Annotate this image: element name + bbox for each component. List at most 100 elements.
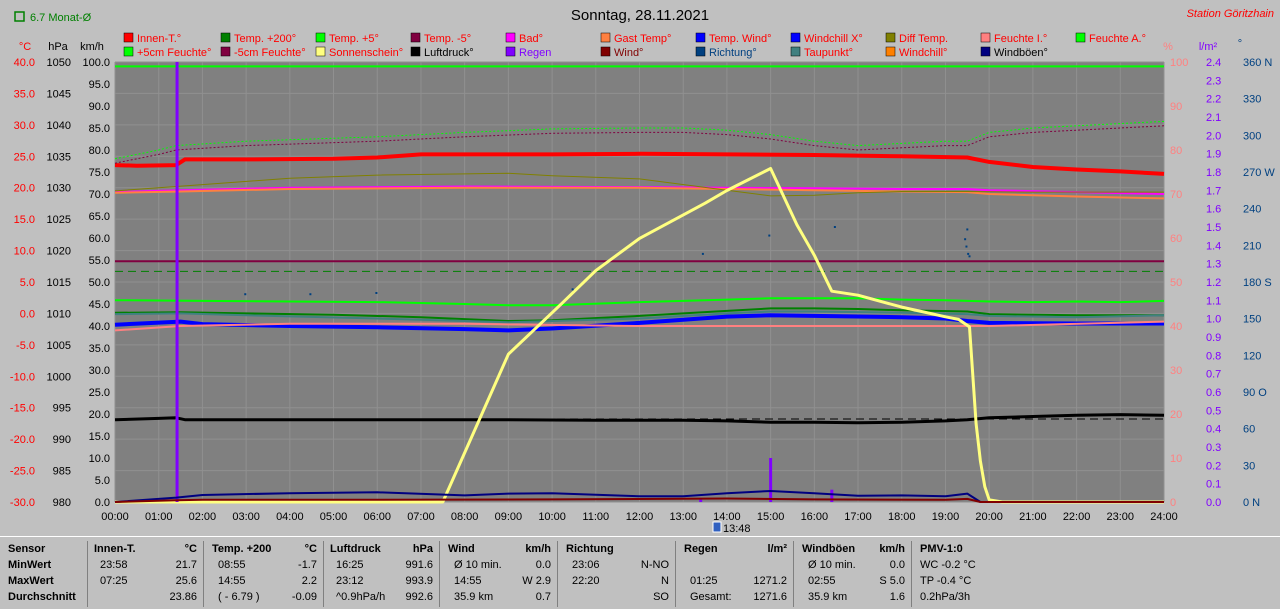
tick-label-percent: 10 <box>1170 453 1182 465</box>
tick-label-kmh: 40.0 <box>89 321 110 333</box>
summary-value: 0.7 <box>535 591 551 603</box>
tick-label-kmh: 5.0 <box>95 475 110 487</box>
x-tick-label: 01:00 <box>145 511 173 523</box>
summary-value: 23.86 <box>169 591 197 603</box>
summary-cell: 0.2hPa/3h <box>920 591 971 603</box>
tick-label-percent: 50 <box>1170 277 1182 289</box>
summary-title: Windböen <box>802 543 856 555</box>
tick-label-hpa: 1025 <box>47 214 71 226</box>
summary-value: 1271.6 <box>753 591 787 603</box>
summary-unit: km/h <box>525 543 551 555</box>
tick-label-rain: 0.1 <box>1206 479 1221 491</box>
legend-swatch <box>600 46 611 57</box>
unit-percent: % <box>1163 41 1173 53</box>
summary-cell: 23:06 <box>572 559 600 571</box>
summary-title: Luftdruck <box>330 543 381 555</box>
direction-point <box>375 292 378 294</box>
summary-unit: l/m² <box>767 543 787 555</box>
tick-label-percent: 30 <box>1170 365 1182 377</box>
tick-label-celsius: 35.0 <box>14 88 35 100</box>
summary-panel: Sensor MinWert MaxWert Durchschnitt Innen-T.… <box>0 536 1280 609</box>
tick-label-kmh: 80.0 <box>89 145 110 157</box>
tick-label-dir: 60 <box>1243 424 1255 436</box>
tick-label-hpa: 1045 <box>47 88 71 100</box>
direction-point <box>701 252 704 255</box>
x-tick-label: 05:00 <box>320 511 348 523</box>
summary-unit: km/h <box>879 543 905 555</box>
summary-cell: 14:55 <box>218 575 246 587</box>
summary-cell: TP -0.4 °C <box>920 575 972 587</box>
summary-block: Sensor MinWert MaxWert Durchschnitt <box>4 541 88 607</box>
x-tick-label: 15:00 <box>757 511 785 523</box>
station-name: Station Göritzhain <box>1187 8 1274 20</box>
tick-label-rain: 1.2 <box>1206 277 1221 289</box>
tick-label-rain: 0.2 <box>1206 460 1221 472</box>
tick-label-hpa: 1035 <box>47 151 71 163</box>
tick-label-celsius: -25.0 <box>10 466 35 478</box>
summary-cell: 08:55 <box>218 559 246 571</box>
summary-value: 991.6 <box>405 559 433 571</box>
unit-celsius: °C <box>19 41 31 53</box>
summary-block: Temp. +200 °C 08:55 -1.7 14:55 2.2 ( - 6.79 ) -… <box>208 541 324 607</box>
tick-label-celsius: 10.0 <box>14 246 35 258</box>
unit-hpa: hPa <box>48 41 68 53</box>
legend: Innen-T.° Temp. +200° Temp. +5° Temp. -5° Ba… <box>123 32 1146 59</box>
tick-label-rain: 0.3 <box>1206 442 1221 454</box>
x-tick-label: 13:00 <box>669 511 697 523</box>
monthly-avg-swatch <box>14 11 25 22</box>
legend-swatch <box>410 32 421 43</box>
tick-label-rain: 0.9 <box>1206 332 1221 344</box>
series-line <box>114 497 1164 503</box>
tick-label-hpa: 1010 <box>47 308 71 320</box>
legend-label: Bad° <box>519 33 543 45</box>
summary-value: W 2.9 <box>522 575 551 587</box>
summary-value: 2.2 <box>301 575 317 587</box>
legend-swatch <box>505 46 516 57</box>
summary-value: 0.0 <box>889 559 905 571</box>
x-tick-label: 06:00 <box>363 511 391 523</box>
tick-label-celsius: 40.0 <box>14 57 35 69</box>
tick-label-rain: 0.8 <box>1206 350 1221 362</box>
x-tick-label: 16:00 <box>801 511 829 523</box>
x-tick-label: 21:00 <box>1019 511 1047 523</box>
summary-value: 21.7 <box>175 559 197 571</box>
x-tick-label: 00:00 <box>101 511 129 523</box>
tick-label-percent: 70 <box>1170 189 1182 201</box>
summary-cell: MinWert <box>8 559 52 571</box>
tick-label-rain: 0.6 <box>1206 387 1221 399</box>
tick-label-celsius: 5.0 <box>20 277 35 289</box>
direction-point <box>964 238 967 241</box>
tick-label-hpa: 1005 <box>47 340 71 352</box>
tick-label-hpa: 980 <box>53 497 71 509</box>
tick-label-percent: 80 <box>1170 145 1182 157</box>
tick-label-dir: 90 O <box>1243 387 1267 399</box>
tick-label-kmh: 65.0 <box>89 211 110 223</box>
x-tick-label: 17:00 <box>844 511 872 523</box>
tick-label-dir: 150 <box>1243 314 1261 326</box>
tick-label-rain: 2.0 <box>1206 130 1221 142</box>
tick-label-percent: 40 <box>1170 321 1182 333</box>
x-tick-label: 07:00 <box>407 511 435 523</box>
series-line <box>114 307 1164 322</box>
legend-swatch <box>220 32 231 43</box>
legend-label: Feuchte A.° <box>1089 33 1146 45</box>
x-tick-label: 11:00 <box>582 511 609 523</box>
summary-value: 25.6 <box>175 575 197 587</box>
legend-swatch <box>1075 32 1086 43</box>
tick-label-celsius: 15.0 <box>14 214 35 226</box>
tick-label-hpa: 990 <box>53 434 71 446</box>
legend-swatch <box>315 46 326 57</box>
legend-label: Wind° <box>614 47 643 59</box>
legend-label: Taupunkt° <box>804 47 853 59</box>
x-tick-label: 19:00 <box>932 511 960 523</box>
summary-cell: 35.9 km <box>454 591 494 603</box>
direction-point <box>965 245 968 248</box>
tick-label-hpa: 1030 <box>47 183 71 195</box>
summary-block: Wind km/h Ø 10 min. 0.0 14:55 W 2.9 35.9 km 0.7 <box>444 541 558 607</box>
legend-label: Windchill° <box>899 47 947 59</box>
tick-label-percent: 20 <box>1170 409 1182 421</box>
series-line <box>114 151 1165 176</box>
tick-label-rain: 1.9 <box>1206 149 1221 161</box>
tick-label-rain: 1.0 <box>1206 314 1221 326</box>
tick-label-hpa: 995 <box>53 403 71 415</box>
